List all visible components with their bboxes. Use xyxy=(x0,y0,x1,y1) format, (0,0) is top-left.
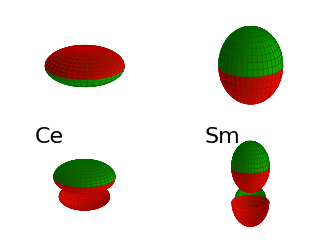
Text: Sm: Sm xyxy=(205,127,240,147)
Text: Ce: Ce xyxy=(35,127,64,147)
